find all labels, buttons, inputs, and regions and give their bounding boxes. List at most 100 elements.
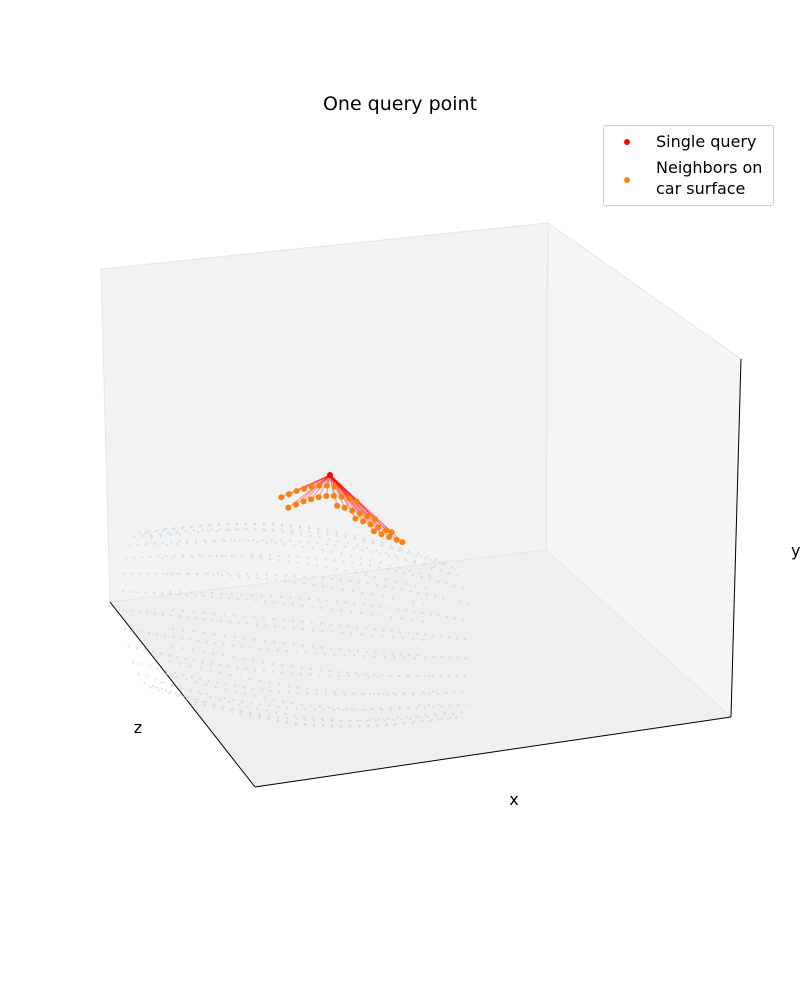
- cloud-point: [252, 539, 255, 542]
- cloud-point: [222, 705, 225, 708]
- cloud-point: [390, 616, 393, 619]
- cloud-point: [250, 593, 253, 597]
- cloud-point: [375, 583, 378, 587]
- cloud-point: [283, 543, 287, 546]
- neighbor-point: [338, 493, 345, 500]
- cloud-point: [283, 626, 286, 629]
- cloud-point: [348, 719, 351, 722]
- neighbor-point: [370, 528, 377, 535]
- cloud-point: [234, 690, 237, 693]
- cloud-point: [382, 628, 385, 632]
- cloud-point: [168, 660, 172, 663]
- cloud-point: [230, 554, 233, 557]
- cloud-point: [379, 561, 382, 565]
- neighbor-point: [399, 539, 406, 546]
- cloud-point: [164, 634, 167, 637]
- cloud-point: [429, 558, 432, 561]
- cloud-point: [423, 675, 426, 678]
- cloud-point: [333, 653, 336, 656]
- cloud-point: [212, 573, 215, 577]
- cloud-point: [370, 613, 373, 616]
- cloud-point: [385, 723, 388, 726]
- cloud-point: [443, 711, 446, 715]
- cloud-point: [360, 633, 363, 636]
- cloud-point: [209, 523, 212, 526]
- cloud-point: [452, 691, 456, 694]
- cloud-point: [372, 693, 376, 696]
- cloud-point: [328, 669, 331, 673]
- cloud-point: [222, 708, 225, 711]
- cloud-point: [174, 692, 177, 695]
- cloud-point: [380, 541, 383, 544]
- cloud-point: [212, 612, 215, 615]
- cloud-point: [300, 666, 303, 669]
- cloud-point: [210, 591, 213, 595]
- cloud-point: [226, 572, 229, 575]
- cloud-point: [206, 530, 209, 533]
- cloud-point: [365, 627, 368, 630]
- cloud-point: [185, 593, 188, 597]
- legend-label-single-query: Single query: [656, 132, 757, 151]
- cloud-point: [456, 656, 459, 659]
- cloud-point: [168, 654, 171, 657]
- cloud-point: [340, 609, 343, 612]
- cloud-point: [395, 693, 398, 696]
- cloud-point: [294, 717, 298, 721]
- cloud-point: [136, 543, 139, 547]
- cloud-point: [272, 618, 275, 621]
- cloud-point: [274, 542, 277, 545]
- cloud-point: [148, 631, 151, 635]
- cloud-point: [311, 547, 314, 550]
- neighbor-point: [323, 482, 330, 489]
- cloud-point: [176, 572, 179, 575]
- cloud-point: [331, 586, 334, 589]
- query-neighbor-line: [329, 474, 350, 499]
- neighbor-point: [353, 498, 360, 505]
- cloud-point: [275, 711, 278, 714]
- cloud-point: [219, 596, 222, 599]
- cloud-point: [165, 673, 168, 676]
- cloud-point: [156, 544, 159, 547]
- cloud-point: [188, 638, 191, 641]
- cloud-point: [432, 655, 435, 658]
- cloud-point: [316, 542, 319, 545]
- neighbor-point: [349, 507, 356, 514]
- cloud-point: [373, 541, 376, 544]
- cloud-point: [405, 715, 408, 719]
- cloud-point: [354, 536, 357, 540]
- cloud-point: [405, 609, 408, 612]
- cloud-point: [278, 559, 281, 562]
- cloud-point: [426, 715, 429, 719]
- cloud-point: [276, 720, 279, 723]
- cloud-point: [366, 582, 369, 585]
- cloud-point: [300, 533, 303, 536]
- cloud-point: [239, 711, 242, 714]
- cloud-point: [382, 544, 385, 547]
- cloud-point: [302, 545, 305, 549]
- cloud-point: [185, 698, 188, 701]
- cloud-point: [145, 675, 149, 678]
- cloud-point: [153, 542, 156, 545]
- cloud-point: [259, 554, 262, 557]
- cloud-point: [260, 688, 263, 691]
- cloud-point: [391, 652, 394, 656]
- cloud-point: [436, 692, 439, 695]
- cloud-point: [309, 673, 312, 676]
- cloud-point: [448, 656, 451, 659]
- cloud-point: [233, 635, 236, 639]
- neighbor-point: [285, 504, 292, 511]
- cloud-point: [187, 695, 190, 699]
- cloud-point: [197, 690, 200, 693]
- query-neighbor-line: [303, 474, 331, 490]
- cloud-point: [240, 709, 243, 712]
- cloud-point: [313, 724, 316, 727]
- cloud-point: [222, 654, 225, 657]
- cloud-point: [299, 673, 302, 676]
- cloud-point: [291, 619, 295, 623]
- cloud-point: [187, 572, 190, 576]
- cloud-point: [370, 707, 373, 711]
- cloud-point: [181, 609, 185, 613]
- cloud-point: [379, 552, 382, 556]
- cloud-point: [270, 595, 273, 598]
- cloud-point: [137, 610, 141, 613]
